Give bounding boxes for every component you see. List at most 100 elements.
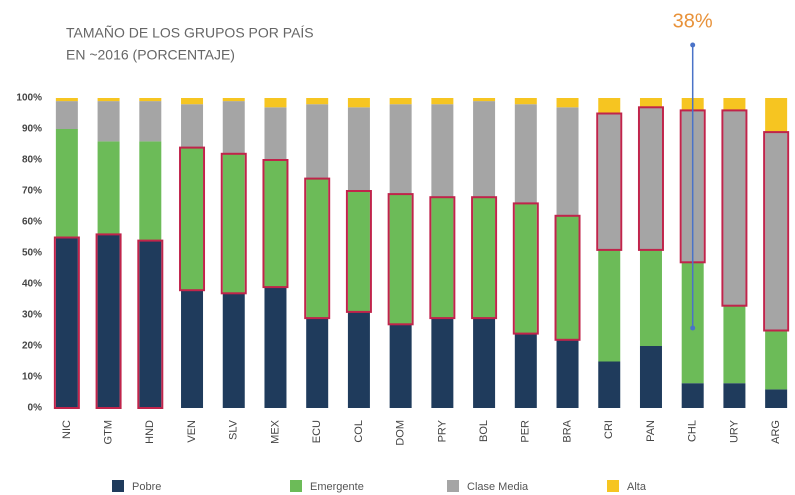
x-tick-label: SLV <box>228 419 240 440</box>
bar-segment <box>389 98 412 105</box>
x-tick-label: PAN <box>645 420 657 442</box>
bar-segment <box>55 98 78 102</box>
y-tick-label: 30% <box>22 310 42 321</box>
bar-segment <box>306 318 329 408</box>
legend-swatch <box>447 480 459 492</box>
highlight-box <box>387 193 414 326</box>
bar-segment <box>264 98 287 108</box>
x-tick-label: BRA <box>561 419 573 442</box>
highlight-box <box>429 196 456 320</box>
bar-segment <box>639 249 662 346</box>
highlight-box <box>763 131 790 332</box>
legend-swatch <box>607 480 619 492</box>
bar-segment <box>139 141 162 241</box>
bar-segment <box>181 98 204 105</box>
highlight-box <box>554 214 581 341</box>
bar-segment <box>347 311 370 408</box>
bar-segment <box>473 101 496 198</box>
bar-segment <box>765 132 788 331</box>
highlight-box <box>345 190 372 313</box>
y-tick-label: 90% <box>22 124 42 135</box>
x-tick-label: GTM <box>102 420 114 444</box>
bar-segment <box>598 361 621 408</box>
bar-segment <box>639 98 662 108</box>
x-tick-label: NIC <box>61 420 73 439</box>
bar-segment <box>347 98 370 108</box>
bar-segment <box>306 98 329 105</box>
y-tick-label: 20% <box>22 341 42 352</box>
bar-segment <box>55 237 78 408</box>
y-tick-label: 100% <box>16 93 42 104</box>
x-tick-label: URY <box>728 419 740 443</box>
x-tick-label: DOM <box>395 420 407 446</box>
legend-label: Alta <box>627 481 647 493</box>
bar-segment <box>181 290 204 408</box>
chart-title: EN ~2016 (PORCENTAJE) <box>66 47 235 63</box>
legend-label: Pobre <box>132 481 161 493</box>
x-tick-label: PRY <box>436 419 448 442</box>
highlight-box <box>596 112 623 251</box>
bar-segment <box>473 98 496 102</box>
bar-segment <box>514 104 537 204</box>
bar-segment <box>639 346 662 408</box>
bar-segment <box>765 389 788 408</box>
highlight-box <box>512 202 539 335</box>
bar-segment <box>264 287 287 408</box>
bar-segment <box>97 234 120 408</box>
legend-swatch <box>290 480 302 492</box>
y-tick-label: 50% <box>22 248 42 259</box>
bar-segment <box>556 98 579 108</box>
x-tick-label: BOL <box>478 420 490 442</box>
bar-segment <box>765 330 788 390</box>
bar-segment <box>222 153 245 294</box>
bar-segment <box>556 215 579 340</box>
bar-segment <box>765 98 788 133</box>
x-tick-label: HND <box>144 420 156 444</box>
bar-segment <box>473 318 496 408</box>
annotation-dot <box>690 42 696 48</box>
y-tick-label: 0% <box>28 403 43 414</box>
bar-segment <box>347 107 370 191</box>
x-tick-label: ECU <box>311 420 323 443</box>
annotation-text: 38% <box>673 10 713 32</box>
y-tick-label: 40% <box>22 279 42 290</box>
bar-segment <box>222 293 245 408</box>
legend-label: Clase Media <box>467 481 529 493</box>
bar-segment <box>306 178 329 319</box>
bar-segment <box>681 383 704 408</box>
bar-segment <box>389 194 412 325</box>
bar-segment <box>181 104 204 148</box>
bar-segment <box>306 104 329 179</box>
x-tick-label: PER <box>520 420 532 443</box>
bar-segment <box>55 129 78 238</box>
bar-segment <box>389 324 412 408</box>
chart-title: TAMAÑO DE LOS GRUPOS POR PAÍS <box>66 25 314 41</box>
bar-segment <box>556 107 579 216</box>
bar-segment <box>723 110 746 306</box>
legend-label: Emergente <box>310 481 364 493</box>
bar-segment <box>55 101 78 129</box>
bar-segment <box>723 383 746 408</box>
x-tick-label: CHL <box>687 420 699 442</box>
bar-segment <box>264 160 287 288</box>
bar-segment <box>598 98 621 114</box>
highlight-box <box>137 239 164 409</box>
bar-segment <box>139 240 162 408</box>
bar-segment <box>598 249 621 362</box>
bar-segment <box>598 113 621 250</box>
highlight-box <box>637 106 664 251</box>
bar-segment <box>514 98 537 105</box>
bar-segment <box>347 191 370 312</box>
bar-segment <box>431 318 454 408</box>
bar-segment <box>639 107 662 250</box>
bar-segment <box>181 147 204 291</box>
legend-swatch <box>112 480 124 492</box>
bar-segment <box>264 107 287 160</box>
y-tick-label: 80% <box>22 155 42 166</box>
highlight-box <box>471 196 498 320</box>
bar-segment <box>473 197 496 319</box>
bar-segment <box>139 101 162 142</box>
highlight-box <box>304 177 331 320</box>
bar-segment <box>514 333 537 408</box>
